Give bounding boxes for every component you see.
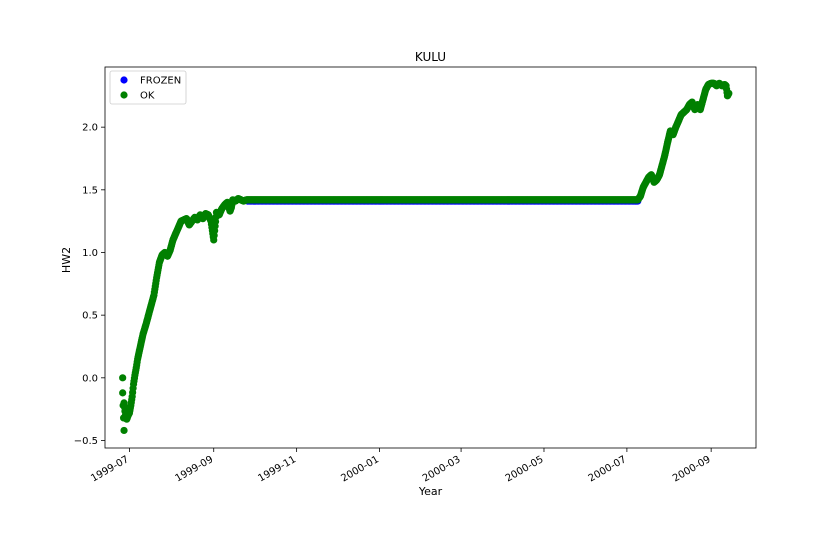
x-tick-label: 2000-07 [587,454,629,484]
x-tick-label: 2000-01 [339,454,381,484]
x-tick-label: 1999-07 [89,454,131,484]
legend: FROZEN OK [109,70,187,105]
x-tick-label: 2000-09 [671,454,713,484]
legend-label-frozen: FROZEN [140,76,181,87]
y-tick-label: 2.0 [82,123,98,134]
chart-title: KULU [415,50,446,64]
y-tick-label: 1.0 [82,248,98,259]
x-tick-label: 1999-09 [174,454,216,484]
legend-box [109,70,187,105]
legend-label-ok: OK [140,91,155,102]
x-tick-label: 2000-05 [504,454,546,484]
y-axis-label: HW2 [60,247,73,273]
axes-frame [104,66,757,449]
points-layer [119,79,733,435]
y-tick-label: 0.5 [82,311,98,322]
x-tick-label: 1999-11 [256,454,298,484]
point-ok [725,89,733,97]
y-tick-label: −0.5 [74,436,98,447]
point-ok [119,389,127,397]
x-axis: 1999-07 1999-09 1999-11 2000-01 2000-03 2000-… [89,448,713,484]
legend-marker-ok [120,91,128,99]
legend-marker-frozen [120,76,128,84]
point-ok [119,374,127,382]
y-tick-label: 0.0 [82,373,98,384]
x-tick-label: 2000-03 [421,454,463,484]
y-tick-label: 1.5 [82,185,98,196]
y-axis: −0.5 0.0 0.5 1.0 1.5 2.0 [74,123,105,447]
point-ok [120,426,128,435]
x-axis-label: Year [418,485,443,498]
